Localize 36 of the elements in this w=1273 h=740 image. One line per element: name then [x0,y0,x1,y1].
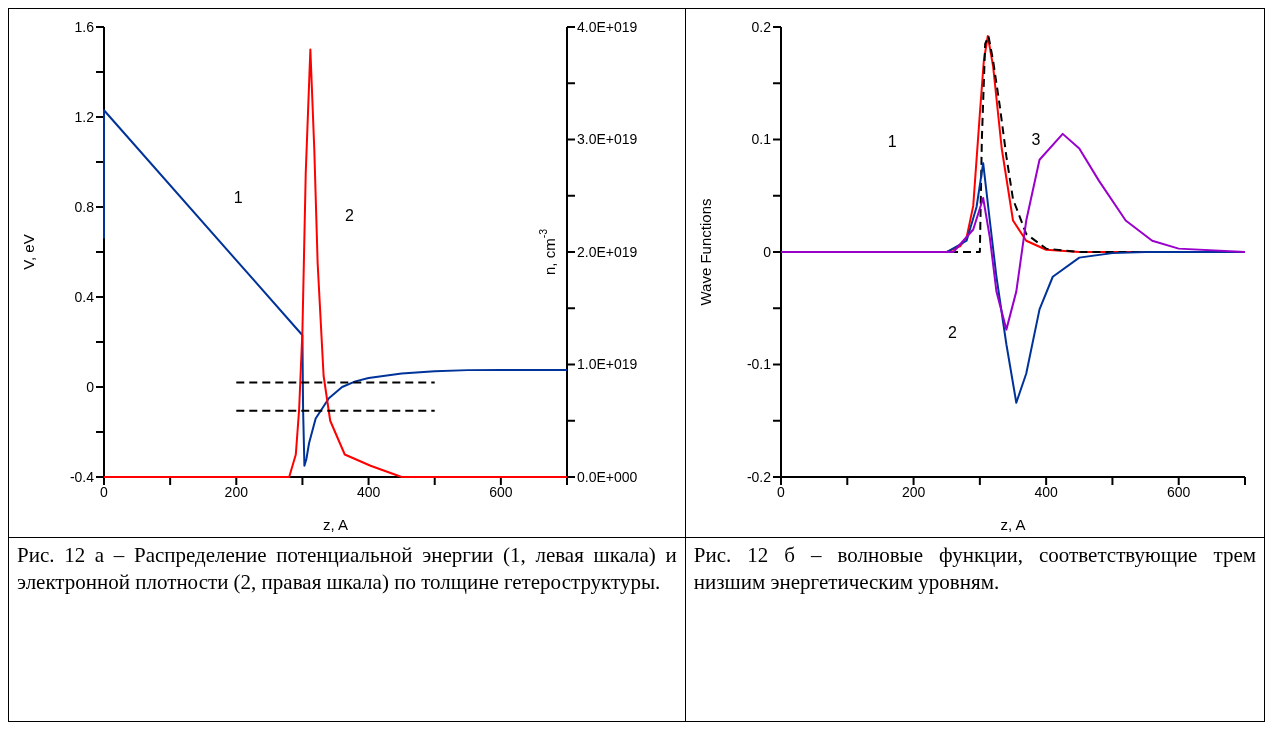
y-tick-label: -0.2 [746,468,771,485]
y-tick-label: 1.2 [74,108,95,125]
x-tick-label: 0 [776,483,785,500]
y-tick-label: 1.6 [74,18,95,35]
x-tick-label: 400 [1034,483,1058,500]
annotation: 2 [344,207,354,224]
text: Рис. 12 а – Распределение потенциальной энергии (1, левая шкала) и электронной плотности (2, правая шкала) по толщине гетероструктуры. [17,542,677,597]
y-tick-label: 0 [86,378,95,395]
y-tick-label: 0 [762,243,771,260]
y-tick-label: 0.1 [751,131,771,148]
y2-tick-label: 2.0E+019 [577,243,638,260]
annotation: 1 [233,189,243,206]
y-tick-label: -0.1 [746,356,771,373]
annotation: 2 [947,324,957,341]
x-tick-label: 200 [224,483,249,500]
annotation: 1 [887,132,897,150]
x-tick-label: 600 [489,483,513,500]
y-tick-label: 0.2 [751,18,771,35]
x-tick-label: 400 [356,483,381,500]
x-tick-label: 0 [100,483,109,500]
y-axis-title: V, eV [19,234,37,270]
x-axis-title: z, A [322,516,349,533]
y-tick-label: 0.4 [74,288,95,305]
x-tick-label: 200 [901,483,926,500]
line-series [103,109,568,467]
y-tick-label: 0.8 [74,198,95,215]
y2-tick-label: 4.0E+019 [577,18,638,35]
annotation: 3 [1031,130,1041,148]
text: Рис. 12 б – волновые функции, соответствующие трем низшим энергетическим уровням. [693,542,1256,597]
y-tick-label: -0.4 [69,468,95,485]
y-axis-title: Wave Functions [696,198,714,306]
y2-tick-label: 3.0E+019 [577,131,638,148]
y2-tick-label: 0.0E+000 [577,468,638,485]
x-tick-label: 600 [1166,483,1191,500]
y2-tick-label: 1.0E+019 [577,356,638,373]
x-axis-title: z, A [1000,516,1026,533]
